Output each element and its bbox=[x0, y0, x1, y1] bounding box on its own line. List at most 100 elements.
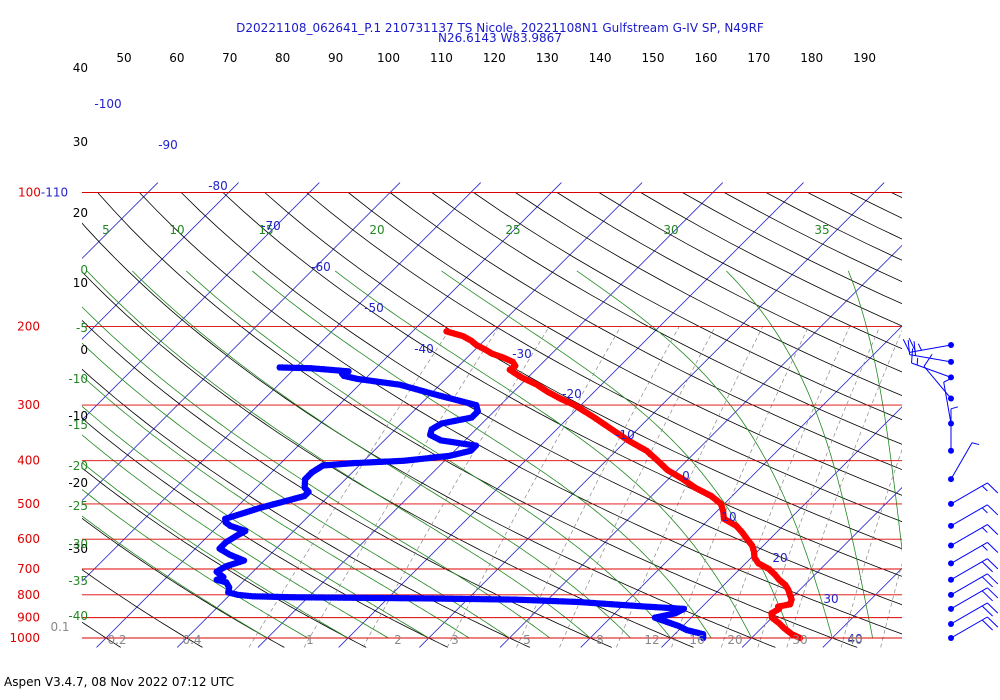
isotherm-label: -100 bbox=[94, 97, 121, 111]
top-scale-label: 120 bbox=[483, 51, 506, 65]
moist-adiabat-line bbox=[252, 270, 712, 639]
isotherm-label: -60 bbox=[311, 260, 331, 274]
wind-barb-flag bbox=[911, 348, 914, 364]
wind-barb-flag bbox=[987, 482, 999, 494]
dry-adiabat-line bbox=[82, 517, 285, 648]
wind-barb-half-flag bbox=[917, 343, 922, 351]
top-scale-label: 180 bbox=[800, 51, 823, 65]
moist-adiabat-top-label: 35 bbox=[814, 223, 829, 237]
moist-adiabat-label: -5 bbox=[76, 321, 88, 335]
mixing-ratio-line bbox=[757, 326, 881, 648]
mixing-ratio-label: 40 bbox=[847, 633, 862, 647]
moist-adiabat-line bbox=[576, 270, 833, 639]
wind-barb-staff bbox=[950, 524, 988, 546]
wind-barb-flag bbox=[923, 353, 933, 367]
moist-adiabat-line bbox=[82, 434, 389, 639]
moist-adiabat-line bbox=[132, 270, 631, 639]
moist-adiabat-label: 0 bbox=[80, 263, 88, 277]
dry-adiabat-line bbox=[515, 192, 902, 397]
isotherm-line bbox=[822, 567, 902, 648]
footer-version: Aspen V3.4.7, 08 Nov 2022 07:12 UTC bbox=[4, 675, 235, 689]
dry-adiabat-line bbox=[765, 192, 902, 261]
mixing-ratio-line bbox=[720, 326, 851, 648]
wind-barb-staff bbox=[909, 354, 952, 363]
dry-adiabat-line bbox=[598, 192, 902, 350]
top-scale-label: 50 bbox=[116, 51, 131, 65]
wind-barb-half-flag bbox=[971, 442, 980, 446]
moist-adiabat-top-label: 15 bbox=[258, 223, 273, 237]
mixing-ratio-line bbox=[248, 326, 452, 648]
isotherm-line bbox=[257, 182, 724, 648]
mixing-ratio-label: 0.2 bbox=[107, 633, 126, 647]
wind-barb-flag bbox=[987, 602, 999, 614]
wind-barb-staff bbox=[950, 541, 988, 564]
wind-barb-staff bbox=[950, 616, 988, 639]
dry-adiabat-line bbox=[82, 319, 612, 648]
wind-barb-flag bbox=[987, 524, 999, 535]
moist-adiabat-line bbox=[82, 405, 430, 639]
isotherm-label: -50 bbox=[364, 301, 384, 315]
isotherm-line bbox=[338, 182, 804, 648]
wind-barb-staff bbox=[950, 558, 988, 581]
left-scale-label: -10 bbox=[68, 409, 88, 423]
mixing-ratio-line bbox=[840, 448, 902, 648]
moist-adiabat-top-label: 5 bbox=[102, 223, 110, 237]
isotherm-label: -90 bbox=[158, 138, 178, 152]
dry-adiabat-line bbox=[82, 271, 694, 648]
dry-adiabat-line bbox=[82, 621, 121, 648]
isotherm-line bbox=[419, 182, 885, 648]
moist-adiabat-line bbox=[82, 515, 268, 639]
wind-barb-flag bbox=[907, 340, 911, 355]
dry-adiabat-line bbox=[431, 192, 902, 445]
moist-adiabat-line bbox=[86, 270, 591, 639]
pressure-label: 1000 bbox=[9, 631, 40, 645]
dry-adiabat-line bbox=[640, 192, 902, 327]
wind-barb-staff bbox=[909, 344, 952, 353]
pressure-label: 800 bbox=[17, 588, 40, 602]
pressure-label: 900 bbox=[17, 611, 40, 625]
mixing-ratio-label: 5 bbox=[523, 633, 531, 647]
wind-barb-staff bbox=[950, 482, 988, 505]
wind-barb-flag bbox=[981, 561, 993, 573]
mixing-ratio-line bbox=[786, 329, 902, 648]
wind-barb-half-flag bbox=[981, 545, 988, 551]
mixing-ratio-line bbox=[671, 326, 809, 648]
wind-barb-half-flag bbox=[916, 357, 919, 366]
wind-barb-staff bbox=[911, 362, 952, 378]
left-scale-label: 30 bbox=[73, 135, 88, 149]
top-scale-label: 80 bbox=[275, 51, 290, 65]
isotherm-line bbox=[741, 487, 902, 648]
moist-adiabat-top-label: 20 bbox=[369, 223, 384, 237]
moist-adiabat-top-label: 10 bbox=[169, 223, 184, 237]
wind-barb-flag bbox=[987, 504, 999, 516]
isotherm-line bbox=[82, 182, 481, 582]
isotherm-line bbox=[82, 182, 320, 421]
pressure-label: 500 bbox=[17, 497, 40, 511]
moist-adiabat-line bbox=[82, 342, 510, 639]
top-scale-label: 110 bbox=[430, 51, 453, 65]
moist-adiabat-line bbox=[726, 270, 873, 639]
moist-adiabat-label: -40 bbox=[68, 609, 88, 623]
mixing-ratio-line bbox=[516, 326, 680, 648]
top-scale-label: 170 bbox=[747, 51, 770, 65]
wind-barb-flag bbox=[987, 573, 999, 585]
mixing-ratio-label: 2 bbox=[394, 633, 402, 647]
isotherm-label: -40 bbox=[414, 342, 434, 356]
dry-adiabat-line bbox=[348, 192, 902, 496]
dry-adiabat-line bbox=[180, 192, 902, 606]
pressure-label: 100-110 bbox=[18, 186, 68, 200]
isotherm-label: 20 bbox=[772, 551, 787, 565]
pressure-label: 600 bbox=[17, 532, 40, 546]
mixing-ratio-label: 20 bbox=[727, 633, 742, 647]
wind-barb-half-flag bbox=[981, 485, 988, 492]
isotherm-label: -80 bbox=[208, 179, 228, 193]
mixing-ratio-label: 0.1 bbox=[50, 620, 69, 634]
top-scale-label: 140 bbox=[589, 51, 612, 65]
top-scale-label: 190 bbox=[853, 51, 876, 65]
top-scale-label: 160 bbox=[694, 51, 717, 65]
top-scale-label: 130 bbox=[536, 51, 559, 65]
isotherm-label: 40 bbox=[847, 632, 862, 646]
moist-adiabat-label: -20 bbox=[68, 459, 88, 473]
wind-barb-half-flag bbox=[981, 507, 988, 514]
